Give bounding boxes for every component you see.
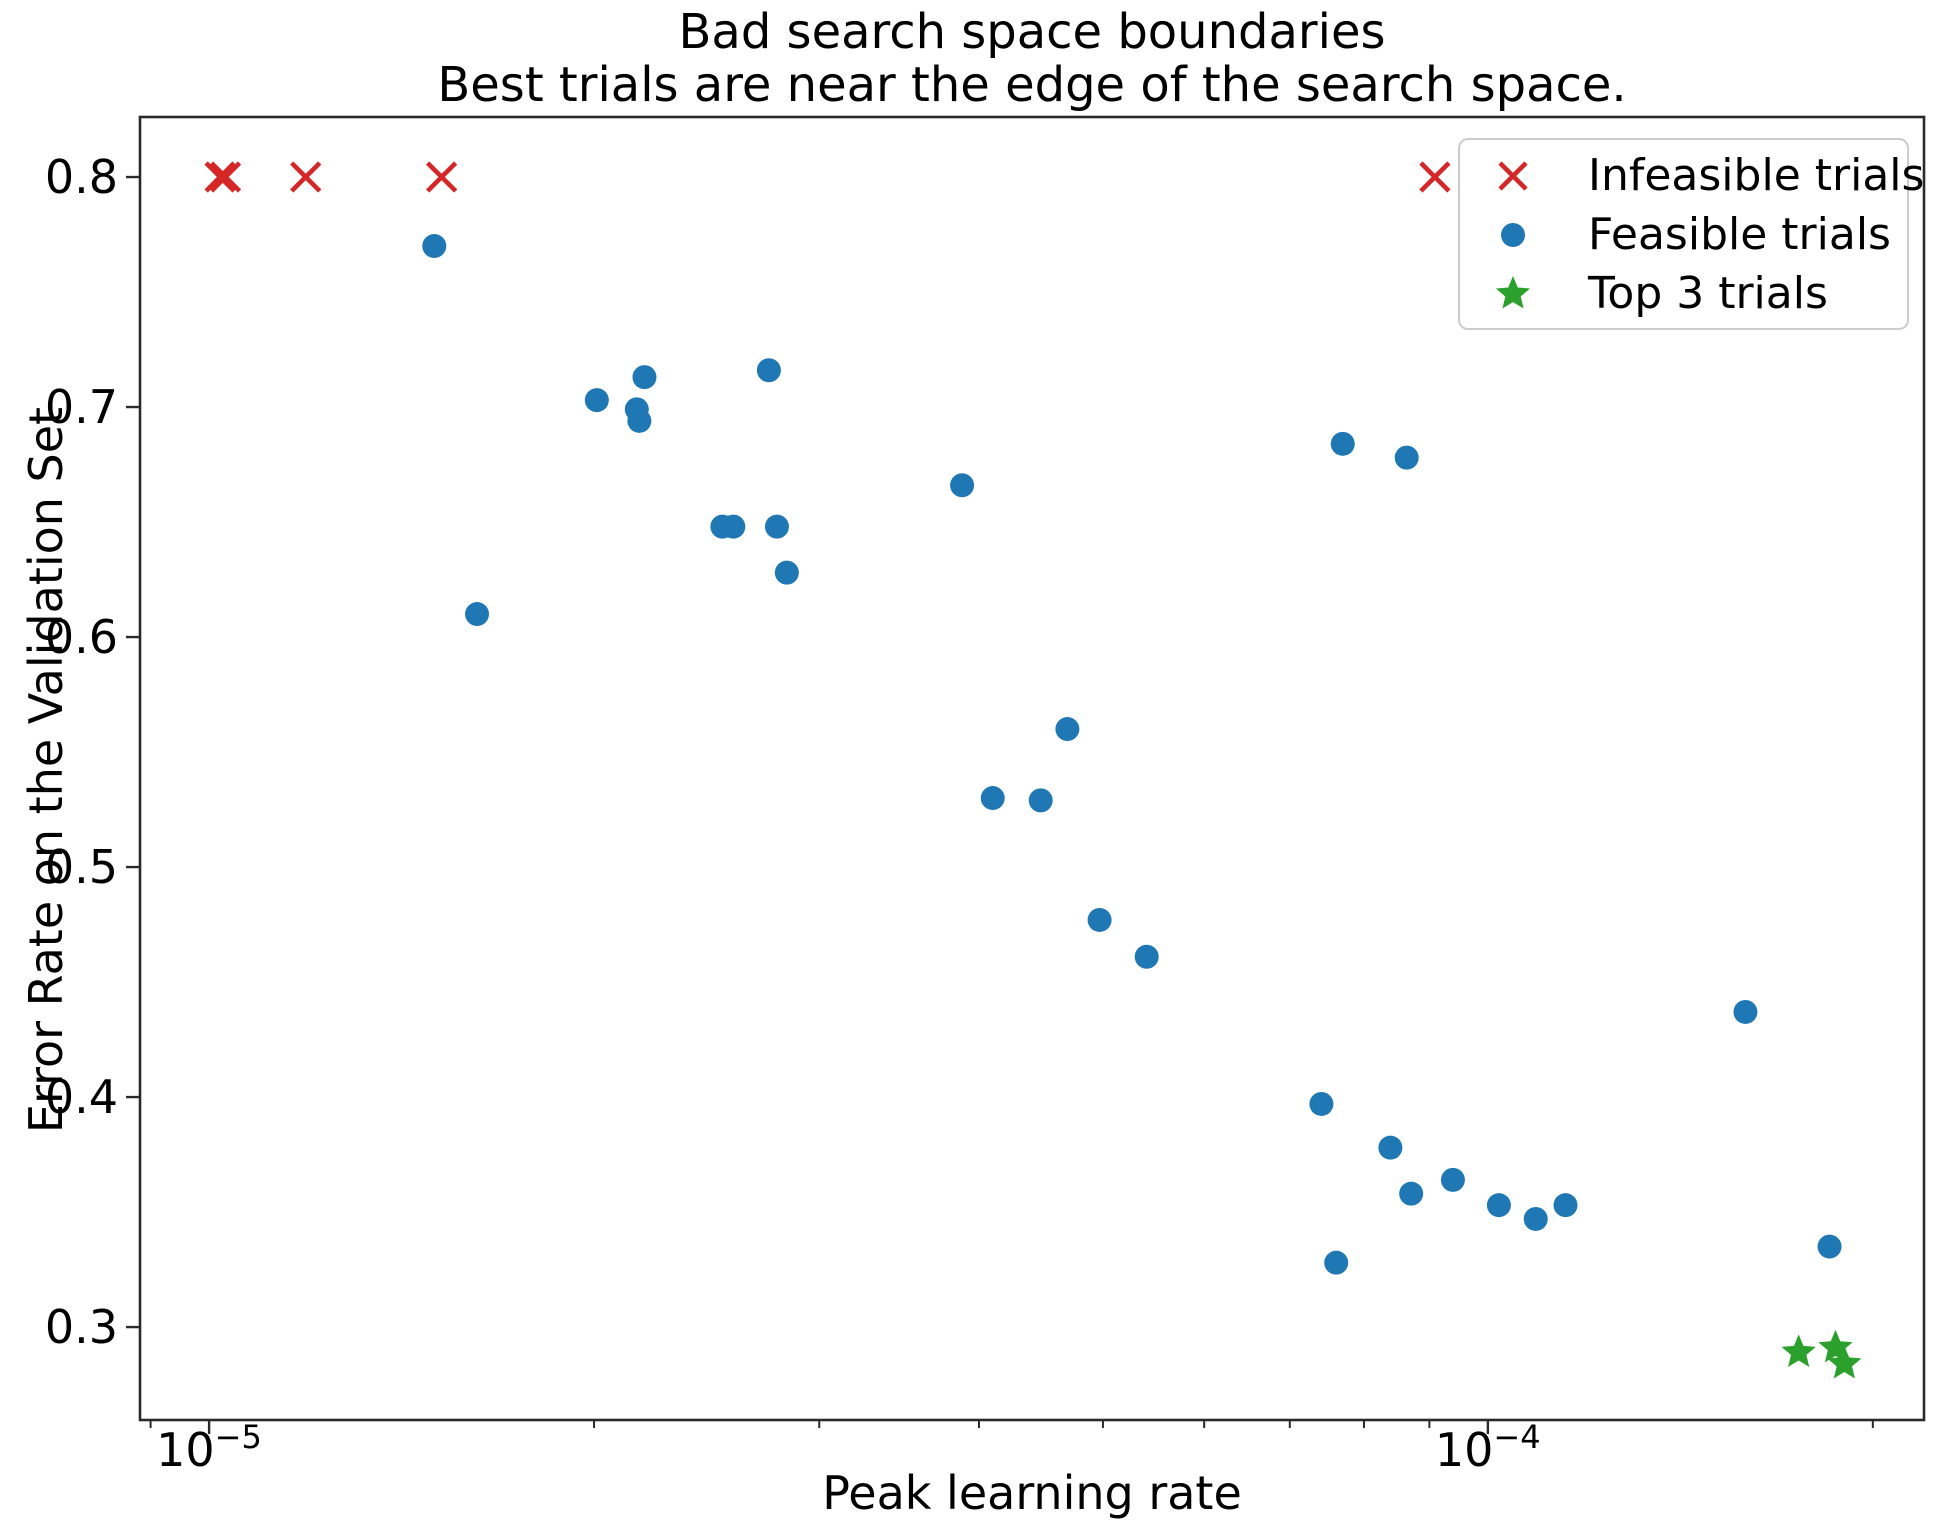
- feasible-point: [764, 514, 789, 539]
- x-marker-icon: [1498, 161, 1528, 191]
- chart-title-block: Bad search space boundaries Best trials …: [140, 6, 1924, 112]
- legend-item-top3: Top 3 trials: [1491, 272, 1828, 316]
- legend-label-feasible: Feasible trials: [1588, 209, 1891, 260]
- feasible-point: [1523, 1206, 1548, 1231]
- feasible-point: [1330, 431, 1355, 456]
- chart-subtitle: Best trials are near the edge of the sea…: [437, 57, 1627, 113]
- feasible-point: [1087, 907, 1112, 932]
- feasible-point: [980, 786, 1005, 811]
- feasible-point: [1028, 788, 1053, 813]
- feasible-point: [1378, 1135, 1403, 1160]
- feasible-point: [774, 560, 799, 585]
- x-axis-ticks: 10−5 10−4: [156, 1418, 1541, 1477]
- feasible-point: [1440, 1167, 1465, 1192]
- infeasible-point: [290, 161, 322, 193]
- chart-title: Bad search space boundaries: [678, 4, 1386, 60]
- feasible-point: [756, 358, 781, 383]
- x-axis-minor-ticks: [149, 1420, 1874, 1428]
- feasible-point: [950, 473, 975, 498]
- plot-border: [138, 115, 1926, 1422]
- feasible-point: [721, 514, 746, 539]
- feasible-point: [632, 365, 657, 390]
- y-tick-label: 0.4: [45, 1070, 118, 1124]
- feasible-point: [627, 408, 652, 433]
- legend-label-top3: Top 3 trials: [1588, 268, 1828, 319]
- feasible-point: [1324, 1250, 1349, 1275]
- feasible-trials-series: [422, 234, 1842, 1275]
- legend-label-infeasible: Infeasible trials: [1588, 150, 1925, 201]
- star-marker-icon: [1495, 276, 1531, 309]
- feasible-point: [465, 602, 490, 627]
- legend: Infeasible trials Feasible trials Top 3 …: [1458, 138, 1924, 330]
- legend-item-feasible: Feasible trials: [1491, 213, 1891, 257]
- top-3-trials-series: [1781, 1329, 1862, 1379]
- y-tick-label: 0.6: [45, 610, 118, 664]
- feasible-point: [1399, 1181, 1424, 1206]
- top-trial-point: [1781, 1334, 1816, 1367]
- infeasible-point: [204, 161, 236, 193]
- y-tick-label: 0.3: [45, 1300, 118, 1354]
- feasible-point: [1055, 717, 1080, 742]
- feasible-point: [1486, 1193, 1511, 1218]
- y-tick-label: 0.8: [45, 150, 118, 204]
- feasible-point: [1733, 999, 1758, 1024]
- feasible-point: [1309, 1091, 1334, 1116]
- circle-marker-icon: [1501, 223, 1525, 247]
- feasible-point: [1394, 445, 1419, 470]
- infeasible-point: [426, 161, 458, 193]
- y-tick-label: 0.7: [45, 380, 118, 434]
- y-tick-label: 0.5: [45, 840, 118, 894]
- infeasible-point: [209, 161, 242, 193]
- y-axis-ticks: 0.8 0.7 0.6 0.5 0.4 0.3: [45, 150, 140, 1354]
- x-axis-label: Peak learning rate: [822, 1466, 1242, 1520]
- feasible-point: [1134, 944, 1159, 969]
- feasible-point: [422, 234, 447, 259]
- legend-item-infeasible: Infeasible trials: [1491, 154, 1924, 198]
- y-axis-label: Error Rate on the Validation Set: [19, 406, 73, 1134]
- infeasible-point: [1419, 161, 1451, 193]
- feasible-point: [584, 388, 609, 413]
- feasible-point: [1553, 1193, 1578, 1218]
- infeasible-trials-series: [204, 161, 1451, 193]
- x-tick-label: 10−4: [1435, 1418, 1541, 1477]
- x-tick-label: 10−5: [156, 1418, 262, 1477]
- top-trial-point: [1827, 1345, 1862, 1379]
- feasible-point: [1817, 1234, 1842, 1259]
